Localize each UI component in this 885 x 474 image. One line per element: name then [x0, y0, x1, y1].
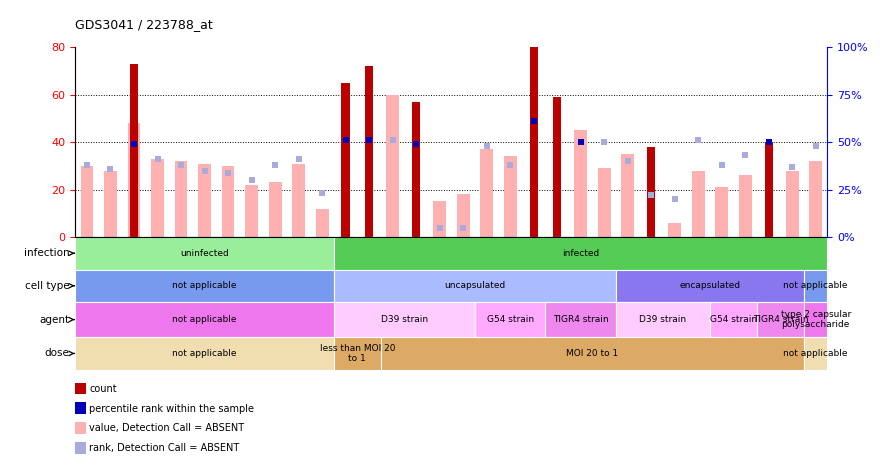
Bar	[221, 166, 235, 237]
Bar	[786, 171, 798, 237]
Bar	[75, 270, 334, 302]
Text: cell type: cell type	[25, 281, 69, 291]
Bar	[316, 209, 328, 237]
Bar	[104, 171, 117, 237]
Text: less than MOI 20
to 1: less than MOI 20 to 1	[319, 344, 395, 363]
Bar	[75, 302, 334, 337]
Bar	[381, 337, 804, 370]
Bar	[292, 164, 305, 237]
Bar	[457, 194, 470, 237]
Bar	[804, 270, 827, 302]
Text: rank, Detection Call = ABSENT: rank, Detection Call = ABSENT	[89, 443, 240, 454]
Bar	[412, 102, 420, 237]
Bar	[710, 302, 757, 337]
Bar	[692, 171, 704, 237]
Bar	[342, 83, 350, 237]
Bar	[739, 175, 751, 237]
Text: D39 strain: D39 strain	[381, 315, 427, 324]
Bar	[334, 302, 475, 337]
Text: count: count	[89, 383, 117, 394]
Bar	[616, 302, 710, 337]
Bar	[504, 156, 517, 237]
Text: not applicable: not applicable	[173, 349, 237, 358]
Text: type 2 capsular
polysaccharide: type 2 capsular polysaccharide	[781, 310, 850, 329]
Text: not applicable: not applicable	[173, 315, 237, 324]
Bar	[268, 182, 281, 237]
Text: agent: agent	[39, 315, 69, 325]
Bar	[386, 95, 399, 237]
Bar	[151, 159, 164, 237]
Text: percentile rank within the sample: percentile rank within the sample	[89, 403, 254, 414]
Bar	[481, 149, 493, 237]
Bar	[545, 302, 616, 337]
Text: MOI 20 to 1: MOI 20 to 1	[566, 349, 619, 358]
Bar	[334, 337, 381, 370]
Text: infected: infected	[562, 249, 599, 258]
Bar	[757, 302, 804, 337]
Bar	[529, 47, 538, 237]
Bar	[127, 123, 141, 237]
Text: uncapsulated: uncapsulated	[444, 281, 505, 290]
Text: encapsulated: encapsulated	[680, 281, 741, 290]
Bar	[668, 223, 681, 237]
Bar	[174, 161, 188, 237]
Bar	[765, 142, 773, 237]
Bar	[647, 147, 655, 237]
Text: not applicable: not applicable	[783, 349, 848, 358]
Text: value, Detection Call = ABSENT: value, Detection Call = ABSENT	[89, 423, 244, 434]
Bar	[621, 154, 635, 237]
Bar	[334, 237, 827, 270]
Text: uninfected: uninfected	[181, 249, 229, 258]
Bar	[715, 187, 728, 237]
Text: GDS3041 / 223788_at: GDS3041 / 223788_at	[75, 18, 213, 31]
Bar	[616, 270, 804, 302]
Text: TIGR4 strain: TIGR4 strain	[752, 315, 808, 324]
Bar	[433, 201, 446, 237]
Bar	[130, 64, 138, 237]
Text: not applicable: not applicable	[173, 281, 237, 290]
Text: G54 strain: G54 strain	[710, 315, 757, 324]
Bar	[81, 166, 94, 237]
Bar	[597, 168, 611, 237]
Text: TIGR4 strain: TIGR4 strain	[553, 315, 609, 324]
Bar	[75, 237, 334, 270]
Text: D39 strain: D39 strain	[639, 315, 687, 324]
Bar	[553, 97, 561, 237]
Bar	[75, 337, 334, 370]
Bar	[475, 302, 545, 337]
Bar	[574, 130, 587, 237]
Bar	[804, 302, 827, 337]
Text: not applicable: not applicable	[783, 281, 848, 290]
Bar	[198, 164, 211, 237]
Text: infection: infection	[24, 248, 69, 258]
Bar	[334, 270, 616, 302]
Bar	[804, 337, 827, 370]
Bar	[809, 161, 822, 237]
Text: dose: dose	[44, 348, 69, 358]
Bar	[365, 66, 373, 237]
Text: G54 strain: G54 strain	[487, 315, 534, 324]
Bar	[245, 185, 258, 237]
